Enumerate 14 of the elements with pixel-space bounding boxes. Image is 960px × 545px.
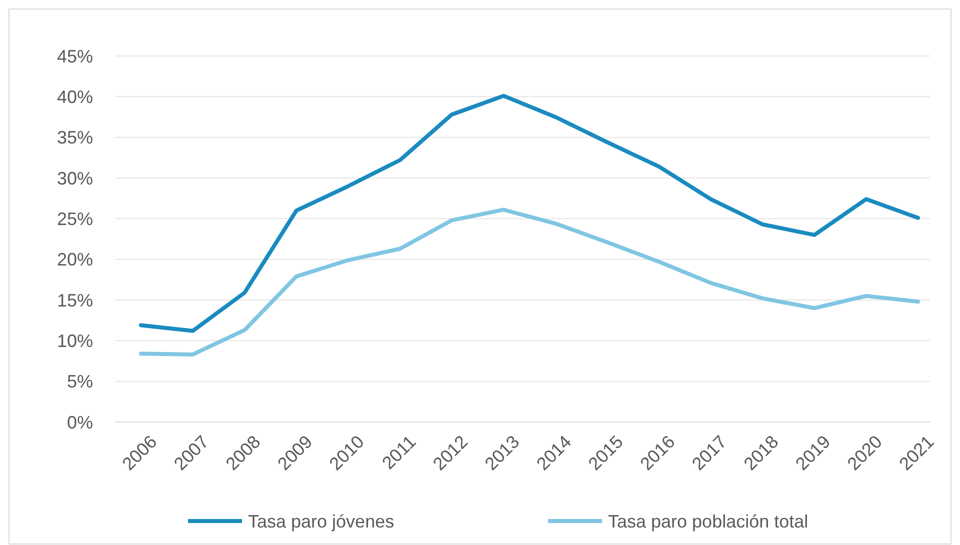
- legend-label: Tasa paro población total: [608, 511, 808, 532]
- line-series: [139, 94, 920, 333]
- y-tick-label: 20%: [56, 250, 93, 270]
- y-tick-label: 30%: [56, 168, 93, 188]
- y-tick-label: 45%: [56, 46, 93, 66]
- legend-label: Tasa paro jóvenes: [248, 511, 394, 532]
- y-tick-label: 15%: [56, 290, 93, 310]
- y-tick-label: 10%: [56, 330, 93, 351]
- y-tick-label: 5%: [66, 372, 93, 392]
- y-tick-label: 0%: [66, 412, 93, 432]
- y-tick-label: 40%: [56, 86, 93, 107]
- line-series: [139, 208, 920, 356]
- y-tick-label: 25%: [56, 208, 93, 229]
- y-tick-label: 35%: [56, 128, 93, 148]
